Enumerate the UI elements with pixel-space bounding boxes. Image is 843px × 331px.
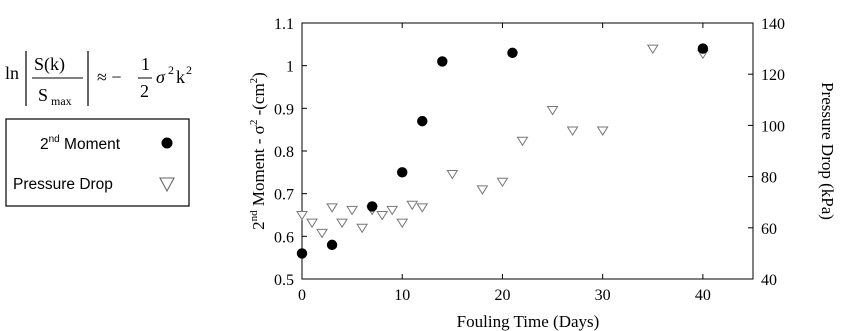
- y-right-tick-label: 120: [761, 67, 785, 84]
- pressure-point: [316, 228, 328, 239]
- equation-numerator: S(k): [34, 54, 65, 75]
- y-left-tick-label: 0.5: [274, 272, 294, 289]
- equation-ln: ln: [5, 63, 19, 83]
- pressure-point: [416, 203, 429, 213]
- pressure-point: [336, 218, 348, 229]
- moment-point: [437, 56, 448, 67]
- moment-point: [397, 167, 408, 178]
- legend: 2nd Moment Pressure Drop: [5, 118, 190, 207]
- pressure-point: [446, 170, 459, 180]
- x-tick-label: 10: [394, 287, 410, 304]
- y-left-tick-label: 0.9: [274, 101, 294, 118]
- legend-label-pressure: Pressure Drop: [13, 176, 113, 193]
- x-tick-label: 0: [298, 287, 306, 304]
- series-pressure-drop: [296, 44, 709, 239]
- y-axis-left-title: 2nd Moment - σ2 -(cm2): [248, 72, 268, 230]
- x-tick-label: 40: [695, 287, 711, 304]
- pressure-point: [306, 218, 318, 229]
- equation-sigma: σ: [156, 67, 166, 87]
- pressure-point: [406, 200, 419, 211]
- y-left-tick-label: 0.6: [274, 229, 294, 246]
- pressure-point: [356, 223, 369, 234]
- pressure-point: [346, 205, 359, 216]
- moment-point: [326, 239, 338, 251]
- pressure-point: [566, 126, 579, 136]
- legend-marker-filled-circle: [161, 137, 173, 149]
- pressure-point: [496, 177, 509, 188]
- pressure-point: [476, 185, 489, 195]
- equation-k-sup: 2: [186, 63, 192, 77]
- equation-denominator-sub: max: [51, 94, 72, 108]
- x-tick-label: 30: [595, 287, 611, 304]
- pressure-point: [386, 205, 399, 216]
- legend-frame: [5, 118, 190, 207]
- moment-point: [507, 47, 518, 59]
- pressure-point: [396, 218, 409, 229]
- equation-sigma-sup: 2: [168, 63, 174, 77]
- pressure-point: [376, 211, 389, 221]
- pressure-point: [596, 126, 609, 136]
- series-layer: [296, 43, 709, 259]
- y-right-tick-label: 80: [761, 170, 777, 187]
- moment-point: [417, 115, 428, 127]
- y-right-tick-label: 40: [761, 272, 777, 289]
- moment-point: [366, 201, 378, 212]
- equation-approx: ≈ −: [97, 67, 122, 87]
- x-axis-title: Fouling Time (Days): [457, 312, 600, 331]
- y-axis-right: 40 60 80 100 120 140: [748, 16, 785, 289]
- y-left-tick-label: 1: [286, 59, 294, 76]
- y-axis-right-title: Pressure Drop (kPa): [818, 82, 837, 220]
- equation-half-num: 1: [141, 54, 150, 74]
- y-right-tick-label: 100: [761, 118, 785, 135]
- y-left-tick-label: 0.7: [274, 187, 294, 204]
- x-axis: 0 10 20 30 40: [298, 23, 711, 304]
- pressure-point: [546, 106, 559, 116]
- equation: ln S(k) S max ≈ − 1 2 σ 2 k 2: [5, 51, 192, 108]
- pressure-point: [646, 44, 659, 55]
- x-tick-label: 20: [494, 287, 510, 304]
- pressure-point: [516, 136, 529, 147]
- y-left-tick-label: 1.1: [274, 16, 294, 33]
- plot-frame: [301, 22, 754, 280]
- y-left-tick-label: 0.8: [274, 144, 294, 161]
- legend-marker-open-triangle: [159, 177, 175, 193]
- pressure-point: [326, 203, 338, 213]
- moment-point: [697, 43, 709, 54]
- series-2nd-moment: [296, 43, 709, 259]
- y-right-tick-label: 140: [761, 16, 785, 33]
- legend-label-moment: 2nd Moment: [40, 134, 121, 153]
- equation-half-den: 2: [140, 81, 149, 101]
- equation-k: k: [176, 67, 185, 87]
- y-right-tick-label: 60: [761, 221, 777, 238]
- pressure-point: [296, 211, 308, 221]
- moment-point: [296, 248, 308, 259]
- y-axis-left: 0.5 0.6 0.7 0.8 0.9 1 1.1: [274, 16, 307, 289]
- equation-denominator: S: [38, 85, 48, 105]
